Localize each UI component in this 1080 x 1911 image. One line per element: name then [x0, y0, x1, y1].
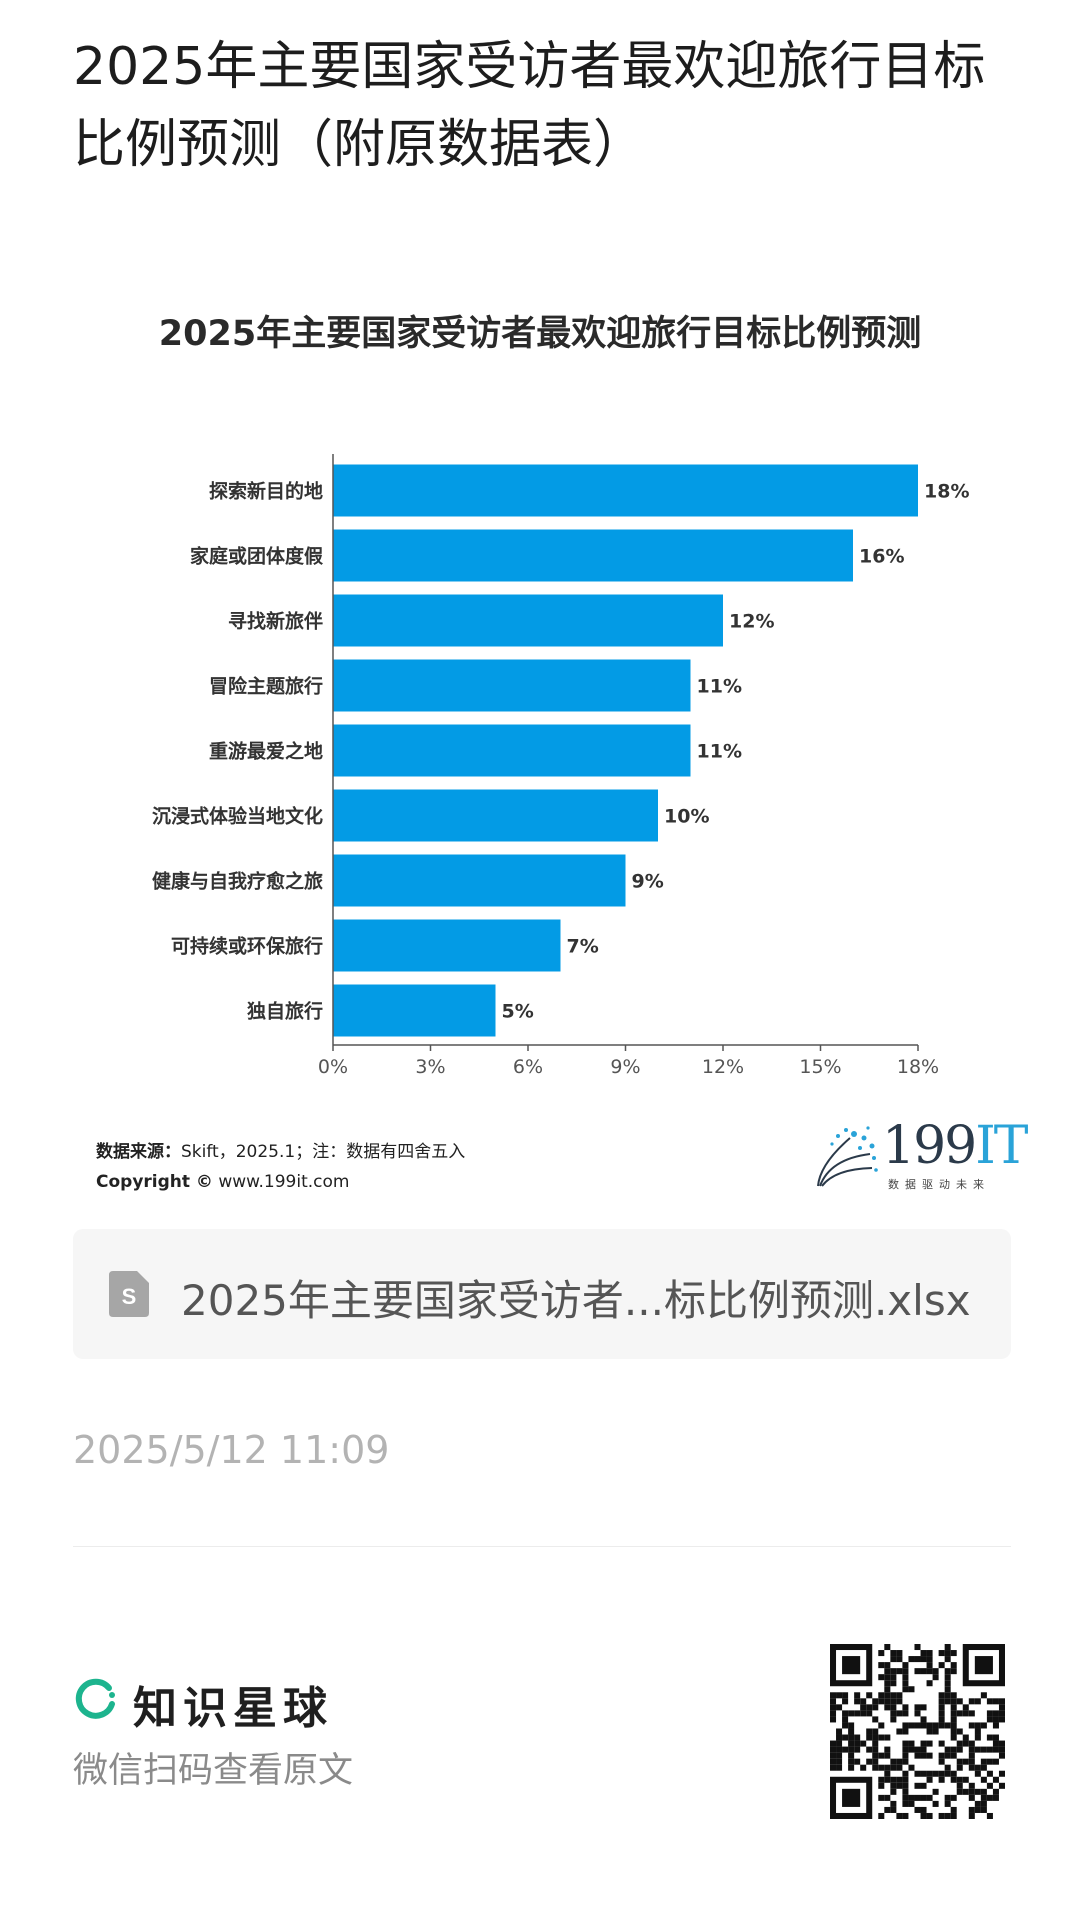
data-label: 7%: [567, 936, 599, 958]
brand-name: 知识星球: [133, 1683, 333, 1734]
category-label: 冒险主题旅行: [209, 675, 323, 698]
data-label: 5%: [502, 1001, 534, 1023]
data-label: 11%: [697, 676, 742, 698]
bar-7: [333, 919, 561, 972]
bar-4: [333, 724, 691, 777]
logo-text: 199IT: [882, 1116, 1029, 1176]
x-tick-label: 18%: [897, 1056, 939, 1078]
logo-tagline: 数据驱动未来: [888, 1178, 990, 1191]
x-tick-label: 9%: [610, 1056, 640, 1078]
bar-chart: 探索新目的地 18% 家庭或团体度假 16% 寻找新旅伴 12% 冒险主题旅行 11% 重游最爱…: [152, 454, 969, 1078]
bar-8: [333, 984, 496, 1037]
bar-3: [333, 659, 691, 712]
category-label: 健康与自我疗愈之旅: [152, 870, 323, 893]
data-label: 11%: [697, 741, 742, 763]
spreadsheet-file-icon: S: [109, 1271, 149, 1317]
data-label: 18%: [924, 481, 969, 503]
divider: [73, 1546, 1011, 1547]
logo-199it: 199IT 数据驱动未来: [810, 1116, 1029, 1192]
svg-text:S: S: [122, 1284, 137, 1309]
category-label: 探索新目的地: [209, 480, 323, 503]
page-title: 2025年主要国家受访者最欢迎旅行目标比例预测（附原数据表）: [73, 37, 986, 175]
data-label: 10%: [664, 806, 709, 828]
category-label: 独自旅行: [247, 1000, 323, 1023]
brand-logo-icon: [75, 1678, 115, 1719]
x-tick-label: 3%: [415, 1056, 445, 1078]
source-note: 数据来源：Skift，2025.1；注：数据有四舍五入 Copyright © …: [96, 1137, 465, 1197]
x-tick-label: 12%: [702, 1056, 744, 1078]
bar-1: [333, 529, 853, 582]
category-label: 沉浸式体验当地文化: [152, 805, 323, 828]
chart-title: 2025年主要国家受访者最欢迎旅行目标比例预测: [158, 314, 922, 354]
bar-5: [333, 789, 658, 842]
bar-0: [333, 464, 918, 517]
timestamp: 2025/5/12 11:09: [73, 1428, 390, 1472]
attachment-file-name: 2025年主要国家受访者...标比例预测.xlsx: [181, 1276, 971, 1325]
category-label: 家庭或团体度假: [190, 545, 323, 568]
source-text: Skift，2025.1；注：数据有四舍五入: [181, 1142, 466, 1162]
source-label: 数据来源：: [96, 1142, 181, 1162]
qr-code-icon[interactable]: [830, 1644, 1005, 1819]
copyright-label: Copyright ©: [96, 1172, 213, 1192]
category-label: 重游最爱之地: [209, 740, 323, 763]
copyright-text: www.199it.com: [218, 1172, 350, 1192]
x-tick-label: 15%: [799, 1056, 841, 1078]
x-tick-label: 0%: [318, 1056, 348, 1078]
scan-hint: 微信扫码查看原文: [73, 1751, 354, 1791]
bar-6: [333, 854, 626, 907]
data-label: 9%: [632, 871, 664, 893]
data-label: 12%: [729, 611, 774, 633]
category-label: 寻找新旅伴: [228, 610, 323, 633]
attachment-card[interactable]: S 2025年主要国家受访者...标比例预测.xlsx: [73, 1229, 1011, 1359]
dandelion-logo-icon: [817, 1126, 878, 1187]
category-label: 可持续或环保旅行: [171, 935, 323, 958]
bar-2: [333, 594, 723, 647]
data-label: 16%: [859, 546, 904, 568]
x-tick-label: 6%: [513, 1056, 543, 1078]
